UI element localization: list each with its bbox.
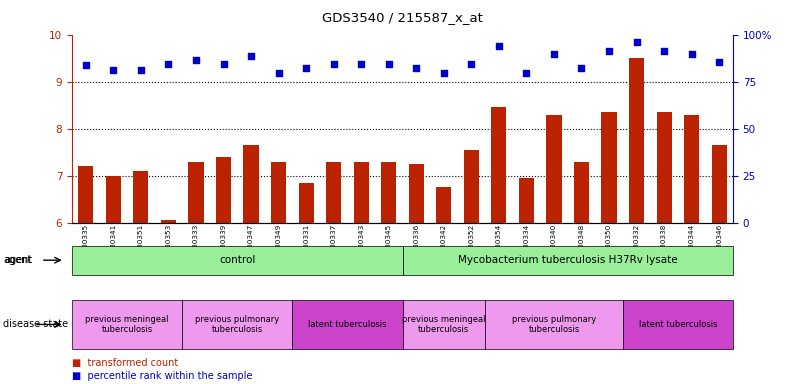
Bar	[353, 162, 368, 223]
Point	[382, 61, 395, 67]
Point	[107, 67, 120, 73]
Bar	[271, 162, 286, 223]
Bar	[216, 157, 231, 223]
Bar	[326, 162, 341, 223]
Point	[244, 53, 257, 59]
Text: Mycobacterium tuberculosis H37Rv lysate: Mycobacterium tuberculosis H37Rv lysate	[458, 255, 678, 265]
Bar	[491, 108, 506, 223]
Text: agent: agent	[4, 255, 32, 265]
Point	[437, 70, 450, 76]
Text: previous pulmonary
tuberculosis: previous pulmonary tuberculosis	[195, 315, 280, 334]
Text: agent: agent	[3, 255, 32, 265]
Text: previous meningeal
tuberculosis: previous meningeal tuberculosis	[402, 315, 485, 334]
Point	[410, 65, 423, 71]
Bar	[106, 176, 121, 223]
Point	[602, 48, 615, 54]
Bar	[244, 145, 259, 223]
Bar	[78, 166, 94, 223]
Point	[300, 65, 312, 71]
Text: latent tuberculosis: latent tuberculosis	[308, 320, 387, 329]
Point	[548, 51, 561, 57]
Point	[575, 65, 588, 71]
Bar	[574, 162, 589, 223]
Bar	[657, 112, 672, 223]
Text: previous meningeal
tuberculosis: previous meningeal tuberculosis	[86, 315, 169, 334]
Point	[658, 48, 670, 54]
Text: ■  transformed count: ■ transformed count	[72, 358, 179, 368]
Point	[685, 51, 698, 57]
Text: latent tuberculosis: latent tuberculosis	[638, 320, 717, 329]
Point	[217, 61, 230, 67]
Bar	[133, 171, 148, 223]
Point	[79, 62, 92, 68]
Bar	[409, 164, 424, 223]
Bar	[299, 183, 314, 223]
Text: control: control	[219, 255, 256, 265]
Bar	[381, 162, 396, 223]
Text: GDS3540 / 215587_x_at: GDS3540 / 215587_x_at	[322, 12, 483, 25]
Point	[630, 38, 643, 45]
Bar	[602, 112, 617, 223]
Point	[135, 67, 147, 73]
Point	[713, 59, 726, 65]
Bar	[629, 58, 644, 223]
Point	[272, 70, 285, 76]
Bar	[464, 150, 479, 223]
Point	[465, 61, 477, 67]
Bar	[546, 114, 562, 223]
Bar	[188, 162, 203, 223]
Bar	[161, 220, 176, 223]
Point	[355, 61, 368, 67]
Bar	[519, 178, 534, 223]
Point	[520, 70, 533, 76]
Text: previous pulmonary
tuberculosis: previous pulmonary tuberculosis	[512, 315, 596, 334]
Bar	[711, 145, 727, 223]
Point	[162, 61, 175, 67]
Text: disease state: disease state	[3, 319, 69, 329]
Bar	[684, 114, 699, 223]
Point	[328, 61, 340, 67]
Bar	[437, 187, 452, 223]
Point	[190, 57, 203, 63]
Point	[493, 43, 505, 50]
Text: ■  percentile rank within the sample: ■ percentile rank within the sample	[72, 371, 252, 381]
